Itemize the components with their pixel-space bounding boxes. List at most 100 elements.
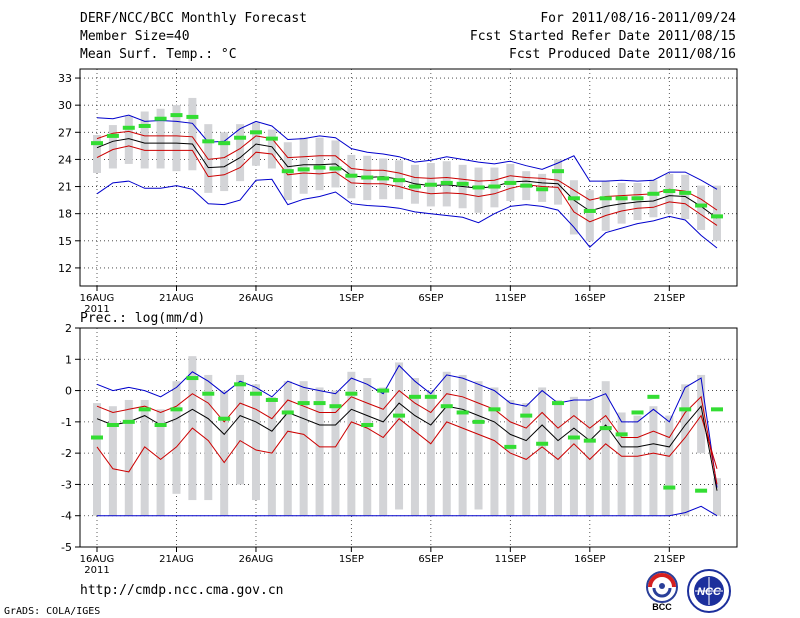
prec-lower_sd-line [96, 414, 718, 473]
temp-median-marker [218, 141, 231, 146]
temp-median-marker [91, 141, 103, 146]
prec-member-box [713, 478, 721, 516]
prec-member-box [554, 399, 563, 516]
temp-member-box [569, 180, 578, 235]
temp-median-marker [520, 183, 533, 188]
temp-member-box [299, 137, 308, 194]
prec-member-box [617, 412, 626, 516]
prec-member-box [140, 399, 149, 516]
prec-xtick-label: 11SEP [495, 554, 526, 565]
temp-member-box [585, 190, 594, 241]
temp-median-marker [504, 180, 517, 185]
prec-median-marker [186, 376, 199, 381]
temp-xtick-sublabel: 2011 [84, 304, 109, 315]
prec-member-box [172, 381, 181, 494]
temp-median-marker [106, 133, 119, 138]
prec-member-box [267, 396, 276, 516]
member-size-label: Member Size=40 [80, 29, 190, 44]
fcst-produced-label: Fcst Produced Date 2011/08/16 [509, 47, 736, 62]
temp-median-marker [472, 185, 485, 190]
prec-median-marker [234, 382, 247, 387]
temp-median-marker [711, 214, 723, 219]
prec-median-marker [297, 401, 310, 406]
prec-ytick-label: 1 [65, 353, 72, 366]
prec-median-marker [281, 410, 294, 415]
variable-temp-label: Mean Surf. Temp.: °C [80, 47, 237, 62]
prec-median-marker [138, 407, 151, 412]
temp-median-marker [154, 116, 167, 121]
temp-member-box [713, 185, 721, 241]
temp-median-marker [695, 203, 708, 208]
temp-ytick-label: 12 [58, 262, 72, 275]
temp-median-marker [647, 191, 660, 196]
prec-median-marker [679, 407, 692, 412]
temp-ytick-label: 18 [58, 208, 72, 221]
temp-member-box [124, 116, 133, 164]
source-url[interactable]: http://cmdp.ncc.cma.gov.cn [80, 583, 284, 598]
prec-median-marker [377, 388, 390, 393]
temp-lower_sd-line [96, 130, 718, 211]
temp-member-box [554, 159, 563, 205]
prec-median-marker [647, 394, 660, 399]
prec-member-box [395, 362, 404, 510]
prec-median-marker [424, 394, 437, 399]
temp-median-marker [329, 166, 342, 171]
prec-member-box [156, 409, 165, 516]
temp-median-marker [456, 181, 469, 186]
prec-xtick-label: 6SEP [418, 554, 443, 565]
temp-member-box [140, 111, 149, 169]
temp-upper_sd-line [96, 145, 718, 226]
temp-member-box [474, 167, 483, 213]
temp-member-box [665, 173, 674, 214]
temp-median-marker [663, 189, 676, 194]
temp-median-marker [488, 184, 501, 189]
prec-median-marker [567, 435, 580, 440]
temp-median-marker [281, 169, 294, 174]
prec-median-marker [91, 435, 103, 440]
fcst-started-label: Fcst Started Refer Date 2011/08/15 [469, 29, 736, 44]
temp-xtick-label: 21AUG [159, 293, 194, 304]
temp-median-marker [615, 196, 628, 201]
temp-member-box [108, 125, 117, 169]
temp-member-box [188, 97, 197, 171]
prec-xtick-label: 16AUG [80, 554, 115, 565]
prec-member-box [569, 396, 578, 516]
temp-median-marker [186, 114, 199, 119]
temp-median-marker [345, 173, 358, 178]
prec-median-marker [345, 391, 358, 396]
prec-median-marker [408, 394, 421, 399]
temp-xtick-label: 11SEP [495, 293, 526, 304]
prec-xtick-label: 21SEP [654, 554, 685, 565]
temp-median-marker [567, 196, 580, 201]
prec-median-marker [583, 438, 596, 443]
prec-member-box [585, 399, 594, 516]
temp-member-box [220, 132, 229, 192]
temp-xtick-label: 6SEP [418, 293, 443, 304]
temp-median-marker [234, 135, 247, 140]
bcc-logo-text: BCC [652, 602, 672, 612]
prec-ytick-label: -4 [61, 510, 72, 523]
temp-ytick-label: 30 [58, 99, 72, 112]
temp-ytick-label: 21 [58, 181, 72, 194]
prec-member-box [315, 387, 324, 516]
temp-member-box [267, 129, 276, 169]
prec-median-marker [456, 410, 469, 415]
temp-member-box [697, 185, 706, 230]
temp-member-box [172, 105, 181, 172]
temp-median-marker [536, 187, 549, 192]
temp-max-line [96, 178, 718, 249]
prec-median-marker [631, 410, 644, 415]
prec-median-marker [106, 422, 119, 427]
prec-xtick-label: 16SEP [574, 554, 605, 565]
prec-min-line [97, 505, 718, 517]
temp-median-marker [599, 196, 612, 201]
prec-member-box [458, 374, 467, 516]
prec-member-box [379, 387, 388, 516]
temp-median-marker [138, 123, 151, 128]
prec-median-marker [361, 422, 374, 427]
prec-member-box [283, 381, 292, 516]
prec-member-box [331, 390, 340, 516]
